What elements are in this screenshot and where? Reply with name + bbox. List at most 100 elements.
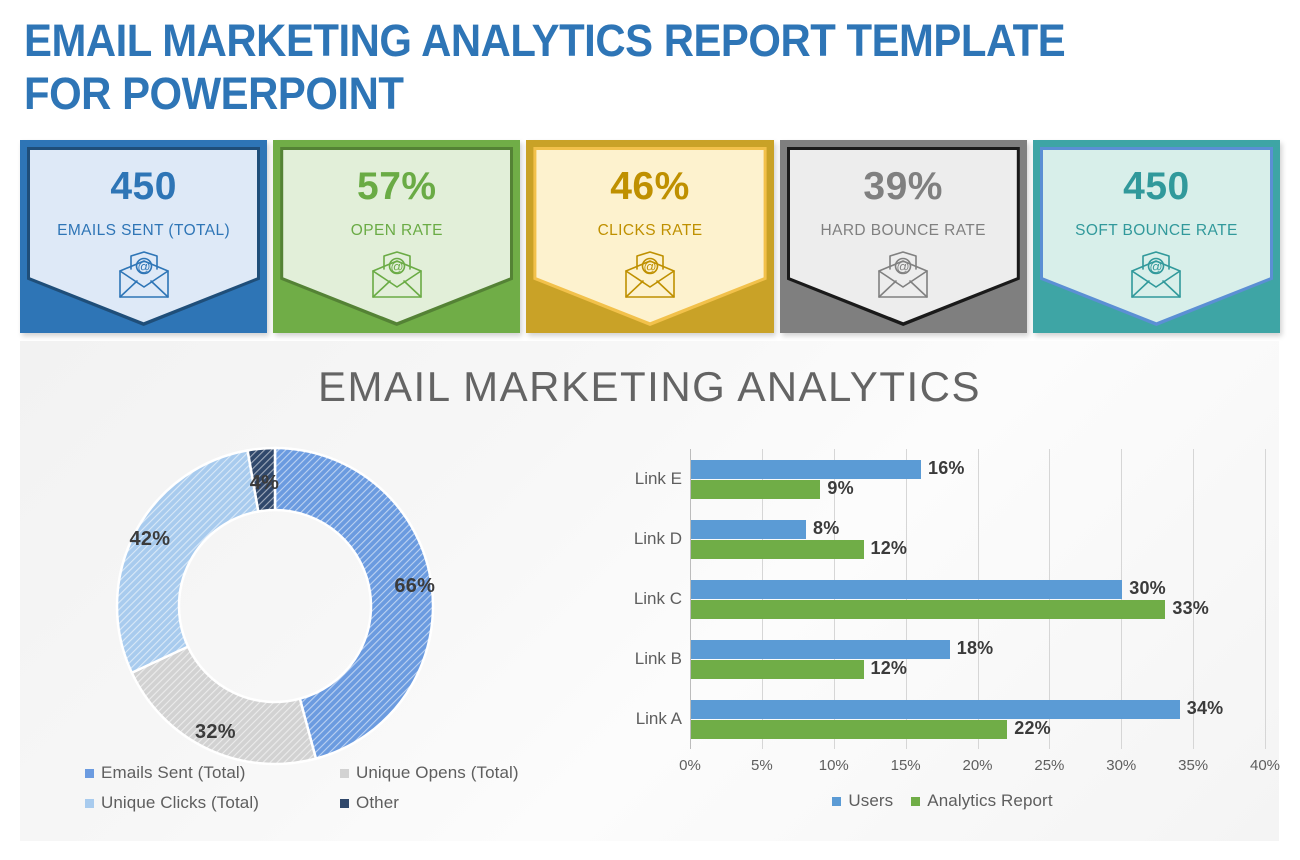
kpi-label: HARD BOUNCE RATE <box>820 222 986 239</box>
doughnut-legend-item[interactable]: Unique Opens (Total) <box>340 763 585 783</box>
bar-users[interactable] <box>691 699 1180 719</box>
bar-analytics-report[interactable] <box>691 659 864 679</box>
bar-users[interactable] <box>691 519 806 539</box>
bar-data-label: 18% <box>956 637 994 658</box>
bar-chart-axis-line <box>690 449 691 749</box>
kpi-label: CLICKS RATE <box>597 222 703 239</box>
kpi-pennant-face: 450 EMAILS SENT (TOTAL) @ <box>30 150 258 323</box>
bar-group: 34% 22% <box>691 697 1266 739</box>
kpi-value: 46% <box>610 165 690 208</box>
bar-data-label: 12% <box>870 537 908 558</box>
kpi-label: SOFT BOUNCE RATE <box>1075 222 1238 239</box>
bar-legend-item[interactable]: Users <box>832 791 893 811</box>
bar-x-tick-label: 40% <box>1249 757 1281 774</box>
bar-x-tick-label: 20% <box>962 757 993 774</box>
bar-analytics-report[interactable] <box>691 719 1008 739</box>
legend-label: Emails Sent (Total) <box>101 763 246 782</box>
bar-category-label: Link C <box>633 588 682 608</box>
bar-analytics-report[interactable] <box>691 539 864 559</box>
bar-data-label: 8% <box>813 517 840 538</box>
kpi-card-open-rate[interactable]: 57% OPEN RATE @ <box>273 140 521 333</box>
bar-category-label: Link E <box>634 468 682 488</box>
bar-data-label: 30% <box>1129 577 1166 598</box>
bar-x-tick-label: 5% <box>751 757 773 774</box>
bar-chart-plot-area: 34% 22% 18% 12% 30% 33% 8% 12% 16% 9% <box>690 449 1266 749</box>
doughnut-chart: 66% 32% 42% 4% Emails Sent (Total) Unique Op… <box>65 441 585 821</box>
doughnut-data-label: 66% <box>394 574 436 597</box>
kpi-label: OPEN RATE <box>350 222 443 239</box>
bar-chart-gridline <box>1265 449 1266 749</box>
bar-users[interactable] <box>691 639 950 659</box>
kpi-label: EMAILS SENT (TOTAL) <box>57 222 231 239</box>
bar-chart-legend: Users Analytics Report <box>620 791 1265 811</box>
kpi-pennant-face: 46% CLICKS RATE @ <box>536 150 764 323</box>
kpi-pennant-border: 450 SOFT BOUNCE RATE @ <box>1039 147 1274 326</box>
legend-label: Other <box>356 793 400 812</box>
kpi-card-soft-bounce-rate[interactable]: 450 SOFT BOUNCE RATE @ <box>1032 140 1281 333</box>
legend-label: Users <box>848 791 894 810</box>
email-at-icon: @ <box>1128 251 1184 299</box>
bar-users[interactable] <box>691 459 921 479</box>
kpi-card-emails-sent[interactable]: 450 EMAILS SENT (TOTAL) @ <box>20 140 268 333</box>
bar-x-tick-label: 0% <box>679 757 701 774</box>
doughnut-slice[interactable] <box>246 446 277 513</box>
page-title: EMAIL MARKETING ANALYTICS REPORT TEMPLAT… <box>24 14 1124 120</box>
bar-analytics-report[interactable] <box>691 599 1166 619</box>
bar-x-tick-label: 35% <box>1178 757 1209 774</box>
kpi-card-strip: 450 EMAILS SENT (TOTAL) @ <box>20 140 1281 335</box>
legend-swatch <box>832 796 842 806</box>
kpi-card-hard-bounce-rate[interactable]: 39% HARD BOUNCE RATE @ <box>779 140 1027 333</box>
bar-x-tick-label: 30% <box>1106 757 1137 774</box>
bar-x-tick-label: 25% <box>1034 757 1065 774</box>
legend-label: Unique Opens (Total) <box>356 763 519 782</box>
doughnut-legend-item[interactable]: Unique Clicks (Total) <box>85 793 330 813</box>
bar-group: 18% 12% <box>691 637 1266 679</box>
email-at-icon: @ <box>875 251 931 299</box>
doughnut-data-label: 42% <box>129 527 171 550</box>
legend-swatch <box>340 768 349 778</box>
charts-panel: EMAIL MARKETING ANALYTICS 66% 32% 42% 4% Em… <box>20 341 1280 841</box>
page-title-line-2: FOR POWERPOINT <box>24 68 404 119</box>
legend-label: Analytics Report <box>927 791 1053 810</box>
kpi-pennant-face: 450 SOFT BOUNCE RATE @ <box>1042 150 1271 323</box>
bar-chart-gridline <box>905 449 907 749</box>
legend-swatch <box>911 796 921 806</box>
doughnut-slice[interactable] <box>130 644 318 766</box>
legend-swatch <box>85 768 94 778</box>
bar-analytics-report[interactable] <box>691 479 821 499</box>
bar-chart-gridline <box>1121 449 1123 749</box>
bar-chart-gridline <box>761 449 763 749</box>
page-title-line-1: EMAIL MARKETING ANALYTICS REPORT TEMPLAT… <box>24 15 1066 66</box>
email-at-icon: @ <box>116 251 172 299</box>
doughnut-legend-item[interactable]: Emails Sent (Total) <box>85 763 330 783</box>
bar-data-label: 12% <box>870 657 908 678</box>
doughnut-legend-item[interactable]: Other <box>340 793 585 813</box>
doughnut-chart-svg[interactable] <box>110 441 440 771</box>
doughnut-slice[interactable] <box>115 448 260 675</box>
kpi-pennant-border: 57% OPEN RATE @ <box>280 147 514 326</box>
kpi-value: 450 <box>110 165 177 208</box>
kpi-pennant-border: 39% HARD BOUNCE RATE @ <box>786 147 1020 326</box>
bar-legend-item[interactable]: Analytics Report <box>911 791 1053 811</box>
doughnut-data-label: 32% <box>194 720 236 743</box>
kpi-pennant-border: 450 EMAILS SENT (TOTAL) @ <box>27 147 261 326</box>
bar-category-label: Link B <box>634 648 682 668</box>
bar-chart-gridline <box>1193 449 1195 749</box>
bar-data-label: 33% <box>1172 597 1210 618</box>
email-at-icon: @ <box>622 251 678 299</box>
bar-data-label: 34% <box>1186 697 1224 718</box>
bar-category-label: Link D <box>633 528 682 548</box>
bar-data-label: 9% <box>827 477 854 498</box>
bar-group: 30% 33% <box>691 577 1266 619</box>
bar-chart-gridline <box>833 449 835 749</box>
bar-users[interactable] <box>691 579 1123 599</box>
email-at-icon: @ <box>369 251 425 299</box>
legend-label: Unique Clicks (Total) <box>101 793 259 812</box>
kpi-card-clicks-rate[interactable]: 46% CLICKS RATE @ <box>526 140 774 333</box>
kpi-value: 450 <box>1123 165 1190 208</box>
bar-group: 8% 12% <box>691 517 1266 559</box>
kpi-value: 57% <box>357 165 437 208</box>
doughnut-slice[interactable] <box>273 446 435 761</box>
bar-chart-gridline <box>1049 449 1051 749</box>
bar-group: 16% 9% <box>691 458 1266 499</box>
